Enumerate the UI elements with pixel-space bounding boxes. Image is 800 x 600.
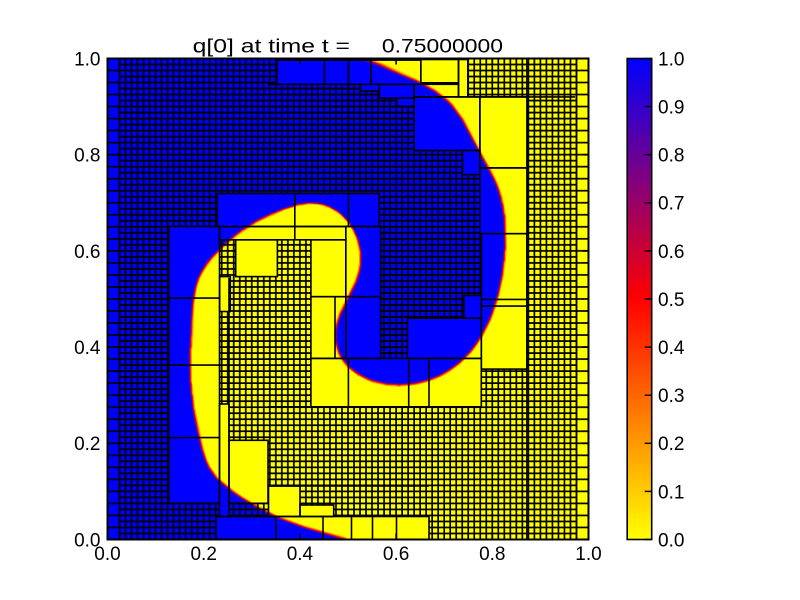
svg-text:0.75000000: 0.75000000 — [382, 37, 503, 58]
svg-text:0.2: 0.2 — [74, 434, 100, 455]
svg-text:0.1: 0.1 — [658, 482, 684, 503]
svg-text:0.3: 0.3 — [658, 386, 684, 407]
svg-text:0.9: 0.9 — [658, 98, 684, 119]
svg-text:1.0: 1.0 — [575, 544, 601, 565]
svg-text:0.0: 0.0 — [94, 544, 120, 565]
svg-text:0.8: 0.8 — [658, 146, 684, 167]
svg-text:0.6: 0.6 — [383, 544, 409, 565]
svg-text:q[0] at time t =: q[0] at time t = — [193, 37, 350, 58]
svg-text:0.0: 0.0 — [74, 530, 100, 551]
svg-text:0.2: 0.2 — [190, 544, 216, 565]
svg-text:0.6: 0.6 — [74, 242, 100, 263]
svg-text:0.7: 0.7 — [658, 194, 684, 215]
svg-text:0.4: 0.4 — [74, 338, 101, 359]
svg-text:1.0: 1.0 — [74, 49, 100, 70]
svg-text:0.4: 0.4 — [658, 338, 685, 359]
svg-text:0.6: 0.6 — [658, 242, 684, 263]
svg-text:1.0: 1.0 — [658, 49, 684, 70]
svg-text:0.5: 0.5 — [658, 290, 684, 311]
svg-text:0.8: 0.8 — [479, 544, 505, 565]
svg-text:0.2: 0.2 — [658, 434, 684, 455]
svg-text:0.8: 0.8 — [74, 146, 100, 167]
svg-text:0.0: 0.0 — [658, 530, 684, 551]
svg-text:0.4: 0.4 — [287, 544, 314, 565]
